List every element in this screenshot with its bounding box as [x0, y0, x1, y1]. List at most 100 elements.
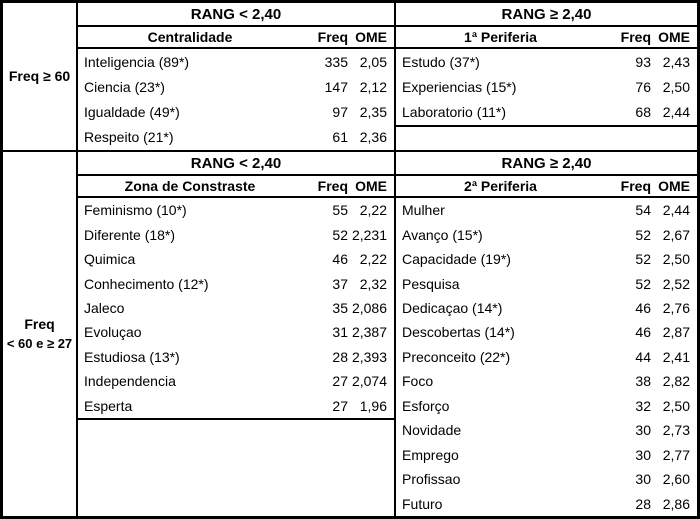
table-row: Profissao 30 2,60	[396, 467, 697, 491]
term-cell: Conhecimento (12*)	[84, 275, 209, 292]
ome-cell: 2,074	[351, 373, 387, 390]
ome-cell: 2,22	[359, 251, 387, 268]
term-cell: Inteligencia (89*)	[84, 53, 190, 70]
ome-cell: 2,52	[662, 275, 690, 292]
freq-cell: 335	[324, 53, 348, 70]
table-row: Futuro 28 2,86	[396, 491, 697, 515]
freq-cell: 27	[332, 373, 348, 390]
term-cell: Esperta	[84, 397, 133, 414]
term-cell: Quimica	[84, 251, 136, 268]
empty-space	[396, 127, 697, 150]
ome-cell: 2,43	[662, 53, 690, 70]
freq-cell: 31	[332, 324, 348, 341]
table-row: Descobertas (14*) 46 2,87	[396, 320, 697, 344]
ome-cell: 2,32	[359, 275, 387, 292]
table-row: Inteligencia (89*) 335 2,05	[78, 49, 394, 74]
term-cell: Respeito (21*)	[84, 129, 174, 146]
table-row: Esperta 27 1,96	[78, 394, 394, 418]
rang-header-low: RANG < 2,40	[78, 152, 394, 176]
term-cell: Esforço	[402, 397, 450, 414]
table-row: Pesquisa 52 2,52	[396, 271, 697, 295]
freq-cell: 68	[635, 104, 651, 121]
term-cell: Experiencias (15*)	[402, 78, 517, 95]
ome-cell: 2,12	[359, 78, 387, 95]
freq-cell: 52	[635, 226, 651, 243]
ome-cell: 2,22	[359, 202, 387, 219]
ome-cell: 2,87	[662, 324, 690, 341]
ome-cell: 2,77	[662, 446, 690, 463]
term-cell: Estudo (37*)	[402, 53, 480, 70]
term-cell: Dedicaçao (14*)	[402, 300, 503, 317]
table-row: Dedicaçao (14*) 46 2,76	[396, 296, 697, 320]
freq-column-header: Freq	[317, 178, 348, 194]
ome-cell: 2,44	[662, 104, 690, 121]
term-cell: Diferente (18*)	[84, 226, 176, 243]
rang-header-high: RANG ≥ 2,40	[396, 152, 697, 176]
ome-column-header: OME	[658, 29, 690, 45]
ome-cell: 2,86	[662, 495, 690, 512]
table-row: Esforço 32 2,50	[396, 394, 697, 418]
row-label-text-line2: < 60 e ≥ 27	[6, 335, 73, 351]
term-cell: Jaleco	[84, 300, 125, 317]
table-row: Emprego 30 2,77	[396, 443, 697, 467]
freq-cell: 30	[635, 446, 651, 463]
term-cell: Avanço (15*)	[402, 226, 483, 243]
quadrant-centralidade: RANG < 2,40 Centralidade Freq OME Inteli…	[78, 3, 396, 150]
quadrant-header: Centralidade Freq OME	[78, 27, 394, 49]
table-row: Foco 38 2,82	[396, 369, 697, 393]
table-row: Evoluçao 31 2,387	[78, 320, 394, 344]
ome-column-header: OME	[355, 178, 387, 194]
quadrant-rows: Inteligencia (89*) 335 2,05 Ciencia (23*) 14…	[78, 49, 394, 150]
quadrant-header: 1ª Periferia Freq OME	[396, 27, 697, 49]
ome-cell: 2,44	[662, 202, 690, 219]
table-row: Independencia 27 2,074	[78, 369, 394, 393]
term-cell: Pesquisa	[402, 275, 460, 292]
table-row: Laboratorio (11*) 68 2,44	[396, 100, 697, 125]
freq-cell: 32	[635, 397, 651, 414]
table-row: Experiencias (15*) 76 2,50	[396, 74, 697, 99]
table-row: Preconceito (22*) 44 2,41	[396, 345, 697, 369]
table-row: Jaleco 35 2,086	[78, 296, 394, 320]
term-cell: Capacidade (19*)	[402, 251, 511, 268]
ome-cell: 2,50	[662, 397, 690, 414]
table-row: Feminismo (10*) 55 2,22	[78, 198, 394, 222]
freq-cell: 46	[635, 324, 651, 341]
quadrant-header: 2ª Periferia Freq OME	[396, 176, 697, 198]
freq-cell: 93	[635, 53, 651, 70]
freq-cell: 44	[635, 348, 651, 365]
table-row: Respeito (21*) 61 2,36	[78, 125, 394, 150]
ome-cell: 2,82	[662, 373, 690, 390]
empty-space	[78, 420, 394, 516]
quadrant-segunda-periferia: RANG ≥ 2,40 2ª Periferia Freq OME Mulher…	[396, 152, 697, 516]
term-cell: Evoluçao	[84, 324, 142, 341]
freq-cell: 28	[635, 495, 651, 512]
quadrant-rows: Feminismo (10*) 55 2,22 Diferente (18*) 52 2,…	[78, 198, 394, 421]
freq-cell: 38	[635, 373, 651, 390]
term-cell: Preconceito (22*)	[402, 348, 511, 365]
table-row: Conhecimento (12*) 37 2,32	[78, 271, 394, 295]
freq-cell: 30	[635, 422, 651, 439]
ome-cell: 2,50	[662, 78, 690, 95]
table-row: Diferente (18*) 52 2,231	[78, 222, 394, 246]
rang-header-low: RANG < 2,40	[78, 3, 394, 27]
term-cell: Novidade	[402, 422, 462, 439]
freq-cell: 147	[324, 78, 348, 95]
ome-cell: 2,387	[351, 324, 387, 341]
freq-column-header: Freq	[620, 29, 651, 45]
ome-cell: 2,36	[359, 129, 387, 146]
ome-column-header: OME	[355, 29, 387, 45]
freq-cell: 76	[635, 78, 651, 95]
freq-cell: 52	[332, 226, 348, 243]
quadrant-title: Zona de Constraste	[124, 178, 256, 194]
freq-cell: 97	[332, 104, 348, 121]
freq-cell: 30	[635, 471, 651, 488]
ome-cell: 2,393	[351, 348, 387, 365]
row-label-freq-low: Freq < 60 e ≥ 27	[3, 152, 78, 516]
freq-cell: 35	[332, 300, 348, 317]
term-cell: Feminismo (10*)	[84, 202, 187, 219]
row-label-freq-high: Freq ≥ 60	[3, 3, 78, 150]
table-row: Novidade 30 2,73	[396, 418, 697, 442]
table-row: Igualdade (49*) 97 2,35	[78, 100, 394, 125]
ome-cell: 2,231	[351, 226, 387, 243]
